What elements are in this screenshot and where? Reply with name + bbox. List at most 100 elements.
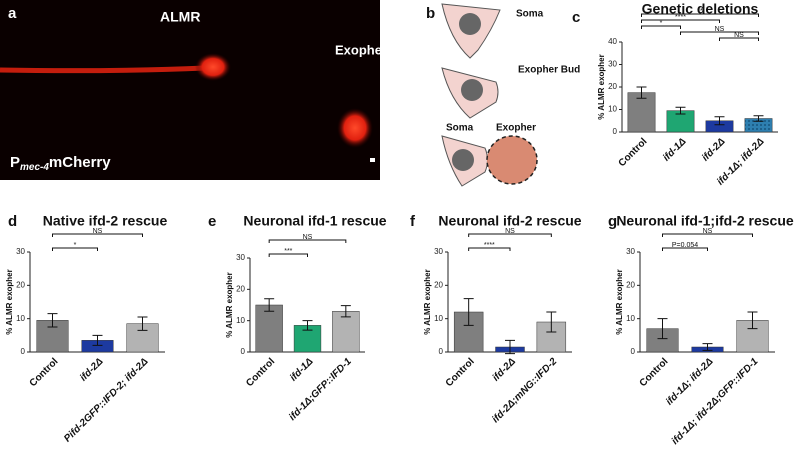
- significance-bracket: [641, 13, 759, 17]
- panel-letter: c: [572, 9, 580, 26]
- micrograph: [0, 0, 380, 180]
- reporter: mCherry: [49, 154, 111, 171]
- error-bar: [264, 298, 275, 312]
- error-bar: [753, 115, 764, 122]
- y-tick-label: 10: [626, 314, 635, 323]
- significance-bracket: [468, 233, 552, 237]
- significance-label: NS: [734, 32, 744, 39]
- y-tick-label: 40: [608, 37, 617, 46]
- error-bar: [657, 318, 668, 340]
- y-axis-label: % ALMR exopher: [423, 269, 432, 335]
- soma: [195, 53, 231, 81]
- chart-panel: e Neuronal ifd-1 rescue % ALMR exopher 0 10 2…: [208, 213, 387, 423]
- significance-bracket: [468, 247, 511, 251]
- y-tick-label: 10: [236, 316, 245, 325]
- y-tick-label: 0: [631, 347, 636, 356]
- significance-label: NS: [93, 228, 103, 235]
- error-bar: [137, 316, 148, 331]
- y-tick-label: 10: [434, 314, 443, 323]
- chart-title: Native ifd-2 rescue: [43, 213, 168, 229]
- y-tick-label: 10: [608, 105, 617, 114]
- error-bar: [340, 305, 351, 318]
- exopher-label: Exopher: [496, 123, 536, 134]
- panel-a: a ALMR Exopher Pmec-4mCherry: [0, 0, 387, 180]
- x-tick-label: Pifd-2GFP::IFD-2; ifd-2Δ: [62, 356, 151, 445]
- neurite: [0, 65, 206, 74]
- nucleus: [461, 79, 483, 101]
- error-bar: [546, 311, 557, 333]
- bar: [332, 311, 360, 353]
- error-bar: [505, 339, 515, 355]
- y-tick-label: 30: [16, 247, 25, 256]
- significance-bracket: [52, 233, 143, 237]
- y-tick-label: 20: [236, 284, 245, 293]
- x-tick-label: Control: [244, 356, 277, 389]
- panel-letter: a: [8, 5, 17, 22]
- significance-bracket: [52, 247, 98, 251]
- panel-b: b Soma Exopher Bud Soma Exopher: [426, 3, 580, 187]
- chart-title: Neuronal ifd-1 rescue: [243, 213, 386, 229]
- x-tick-label: ifd-2Δ: [78, 356, 106, 384]
- significance-label: NS: [303, 234, 313, 241]
- exopher-blob: [337, 108, 373, 148]
- panel-letter: e: [208, 213, 216, 230]
- y-axis-label: % ALMR exopher: [615, 269, 624, 335]
- chart-title: Neuronal ifd-2 rescue: [438, 213, 581, 229]
- scale-bar: [370, 158, 375, 162]
- x-tick-label: ifd-2Δ: [491, 356, 519, 384]
- significance-label: P=0.054: [672, 242, 698, 249]
- significance-label: ****: [675, 14, 686, 21]
- significance-label: NS: [505, 228, 515, 235]
- error-bar: [702, 343, 713, 351]
- panel-letter: g: [608, 213, 617, 230]
- bar: [255, 304, 283, 353]
- significance-bracket: [641, 25, 681, 29]
- significance-bracket: [268, 239, 347, 243]
- significance-label: NS: [703, 228, 713, 235]
- error-bar: [463, 298, 474, 326]
- nucleus: [459, 13, 481, 35]
- x-tick-label: ifd-1Δ: [661, 136, 689, 164]
- significance-bracket: [662, 247, 708, 251]
- error-bar: [92, 334, 103, 346]
- y-tick-label: 10: [16, 314, 25, 323]
- significance-bracket: [641, 19, 720, 23]
- panel-letter: d: [8, 213, 17, 230]
- reporter-label: Pmec-4mCherry: [10, 154, 111, 173]
- x-tick-label: ifd-2Δ: [700, 136, 728, 164]
- bud-label: Exopher Bud: [518, 65, 580, 76]
- y-tick-label: 20: [608, 82, 617, 91]
- soma-label: Soma: [516, 9, 544, 20]
- x-tick-label: Control: [444, 356, 477, 389]
- x-tick-label: ifd-1Δ: [288, 356, 316, 384]
- significance-bracket: [680, 31, 759, 35]
- soma-label: Soma: [446, 123, 474, 134]
- exopher-shape: [486, 135, 538, 185]
- significance-label: *: [74, 242, 77, 249]
- y-tick-label: 0: [21, 347, 26, 356]
- error-bar: [714, 116, 725, 126]
- significance-bracket: [268, 253, 308, 257]
- chart-panel: f Neuronal ifd-2 rescue % ALMR exopher 0 10 2…: [410, 213, 582, 426]
- chart-title: Neuronal ifd-1;ifd-2 rescue: [616, 213, 794, 229]
- chart-panel: g Neuronal ifd-1;ifd-2 rescue % ALMR exoph…: [608, 213, 794, 447]
- error-bar: [302, 320, 313, 331]
- error-bar: [636, 86, 647, 99]
- promoter-subscript: mec-4: [20, 162, 49, 173]
- chart-title: Genetic deletions: [642, 1, 759, 17]
- chart-panel: d Native ifd-2 rescue % ALMR exopher 0 10 20 3…: [5, 213, 167, 445]
- chart-panel: c Genetic deletions % ALMR exopher 0 10 20 30 4…: [572, 1, 778, 188]
- x-tick-label: Control: [638, 356, 671, 389]
- y-tick-label: 0: [613, 127, 618, 136]
- nucleus: [452, 149, 474, 171]
- y-tick-label: 30: [608, 60, 617, 69]
- significance-label: **: [697, 8, 703, 15]
- y-tick-label: 0: [439, 347, 444, 356]
- y-tick-label: 30: [434, 247, 443, 256]
- error-bar: [47, 313, 58, 328]
- y-axis-label: % ALMR exopher: [5, 269, 14, 335]
- y-tick-label: 20: [16, 280, 25, 289]
- y-tick-label: 30: [626, 247, 635, 256]
- exopher-label: Exopher: [335, 42, 387, 57]
- y-axis-label: % ALMR exopher: [225, 272, 234, 338]
